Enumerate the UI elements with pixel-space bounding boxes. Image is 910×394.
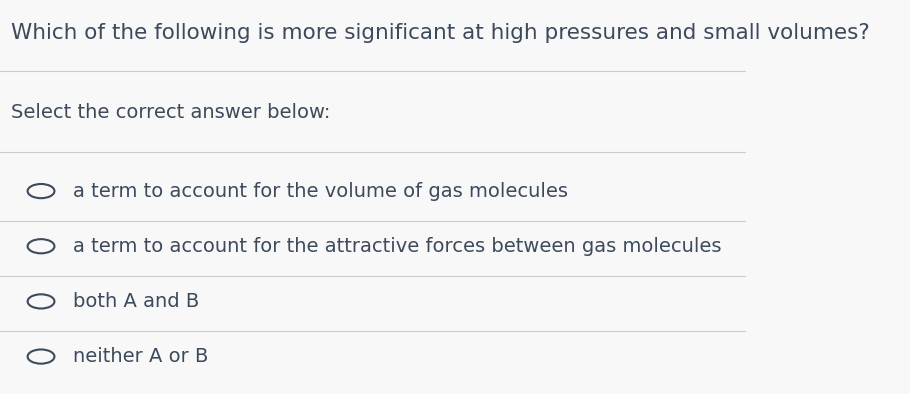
Text: both A and B: both A and B	[73, 292, 199, 311]
Text: Which of the following is more significant at high pressures and small volumes?: Which of the following is more significa…	[11, 24, 870, 43]
Text: a term to account for the volume of gas molecules: a term to account for the volume of gas …	[73, 182, 568, 201]
Text: Select the correct answer below:: Select the correct answer below:	[11, 103, 330, 122]
Text: neither A or B: neither A or B	[73, 347, 208, 366]
Text: a term to account for the attractive forces between gas molecules: a term to account for the attractive for…	[73, 237, 722, 256]
